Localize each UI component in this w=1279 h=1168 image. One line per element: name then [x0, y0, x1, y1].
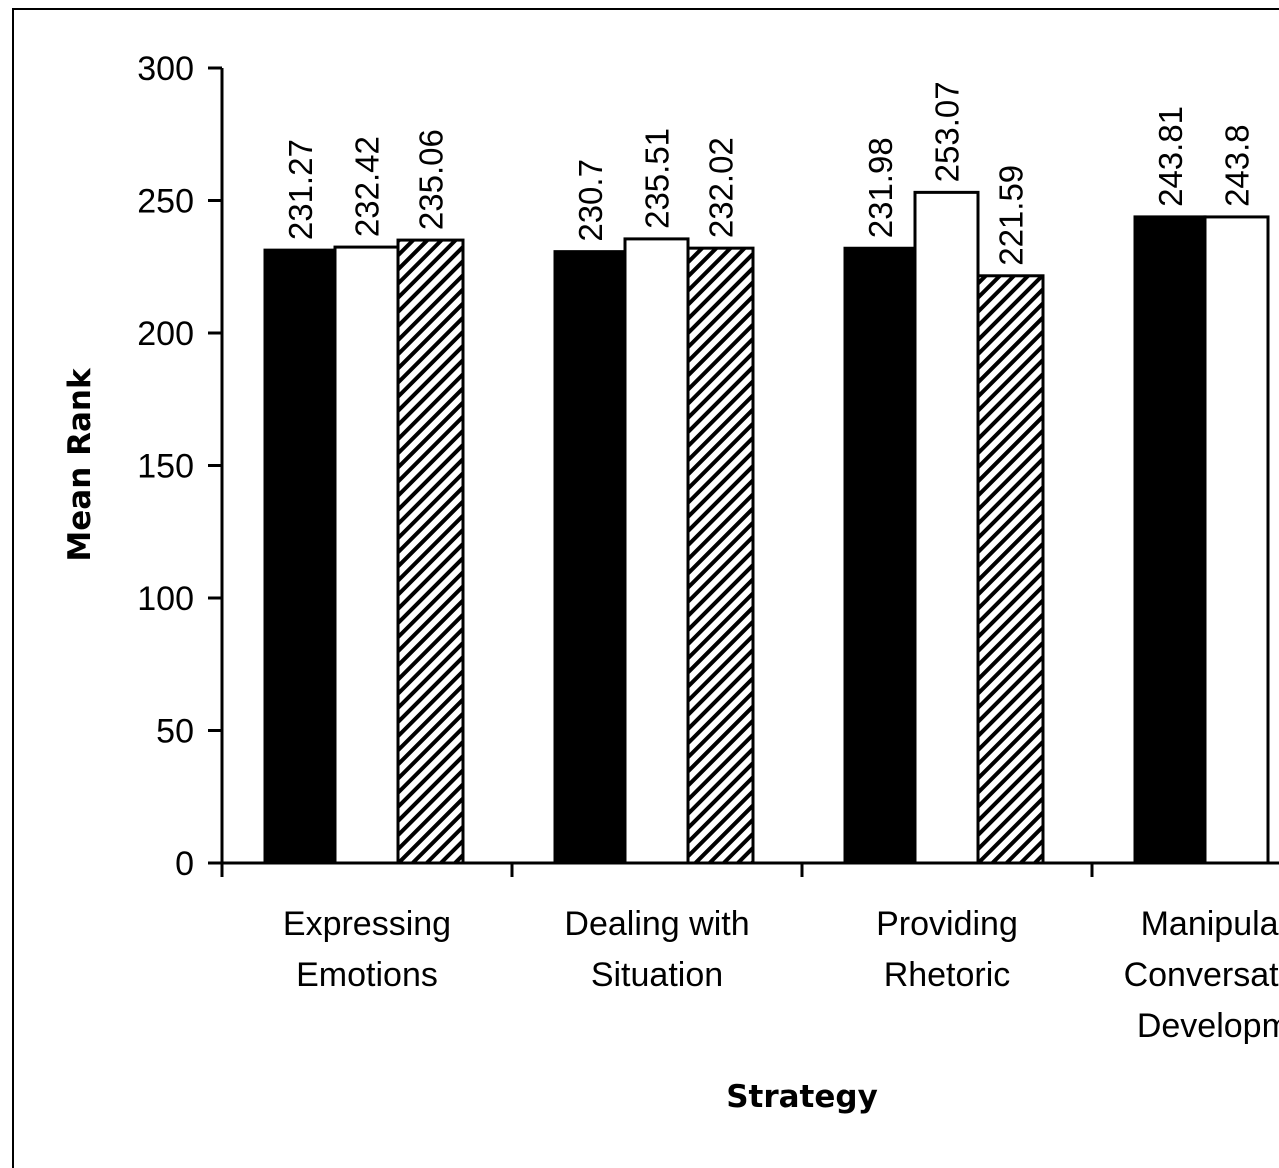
x-category-label: Expressing: [283, 905, 451, 943]
data-label: 232.02: [703, 137, 740, 238]
bar-series-1-cat-4: [1133, 215, 1207, 865]
axes-group: [208, 66, 1279, 877]
x-category-label: Conversational: [1124, 956, 1279, 994]
chart-frame: [12, 8, 1279, 1168]
x-category-label: Dealing with: [564, 905, 749, 943]
data-label: 235.06: [413, 129, 450, 230]
data-label: 243.8: [1219, 124, 1256, 207]
bar-series-3-cat-2: [686, 246, 755, 865]
data-label: 243.81: [1152, 106, 1189, 207]
bar-series-3-cat-1: [396, 238, 465, 865]
y-tick-label: 200: [137, 315, 194, 353]
y-tick-label: 0: [175, 845, 194, 883]
bar-series-2-cat-4: [1203, 215, 1270, 865]
bar-series-2-cat-3: [913, 190, 980, 865]
bar-series-1-cat-2: [553, 250, 627, 865]
data-label: 221.59: [993, 165, 1030, 266]
x-category-label: Providing: [876, 905, 1018, 943]
y-tick-label: 150: [137, 448, 194, 486]
y-tick-label: 250: [137, 183, 194, 221]
x-category-label: Rhetoric: [884, 956, 1011, 994]
x-category-label: Emotions: [296, 956, 438, 994]
x-axis-title: Strategy: [726, 1079, 878, 1115]
bars-group: [263, 190, 1270, 865]
x-category-label: Development: [1137, 1007, 1279, 1045]
bar-series-2-cat-1: [333, 245, 400, 865]
y-tick-label: 100: [137, 580, 194, 618]
bar-series-1-cat-3: [843, 246, 917, 865]
bar-series-2-cat-2: [623, 237, 690, 865]
x-category-label: Manipulating: [1141, 905, 1279, 943]
labels-group: 231.27 230.7 231.98 243.81 232.42 235.51 253.0…: [137, 50, 1279, 1045]
data-label: 253.07: [929, 81, 966, 182]
y-tick-label: 50: [156, 713, 194, 751]
y-tick-label: 300: [137, 50, 194, 88]
bar-series-1-cat-1: [263, 248, 337, 865]
data-label: 231.27: [282, 139, 319, 240]
data-label: 231.98: [862, 137, 899, 238]
bar-series-3-cat-3: [976, 274, 1045, 865]
y-axis-title: Mean Rank: [62, 367, 98, 562]
data-label: 235.51: [639, 128, 676, 229]
x-category-label: Situation: [591, 956, 723, 994]
data-label: 232.42: [349, 136, 386, 237]
data-label: 230.7: [572, 159, 609, 242]
